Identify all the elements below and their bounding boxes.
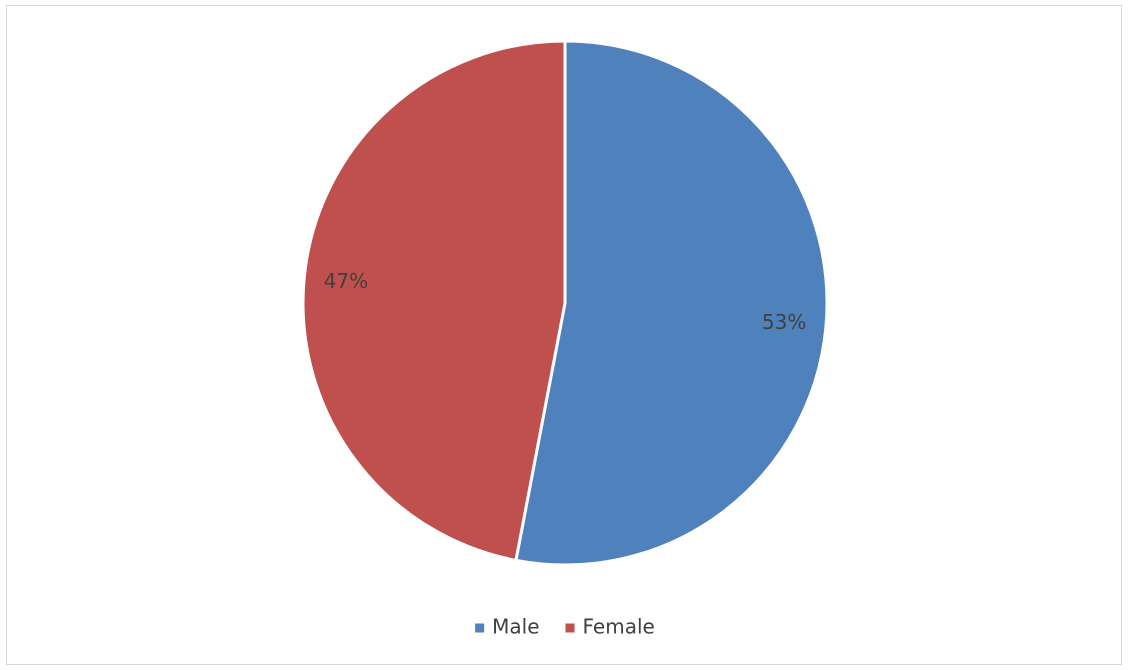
pie: 53% 47% [301, 39, 829, 567]
legend: Male Female [475, 615, 655, 639]
pie-slice [514, 39, 829, 567]
data-label: 53% [762, 310, 806, 334]
pie-slice [301, 39, 567, 563]
data-label: 47% [324, 269, 368, 293]
legend-marker [475, 623, 485, 633]
legend-marker [565, 623, 575, 633]
legend-label: Female [583, 615, 655, 639]
legend-label: Male [492, 615, 539, 639]
